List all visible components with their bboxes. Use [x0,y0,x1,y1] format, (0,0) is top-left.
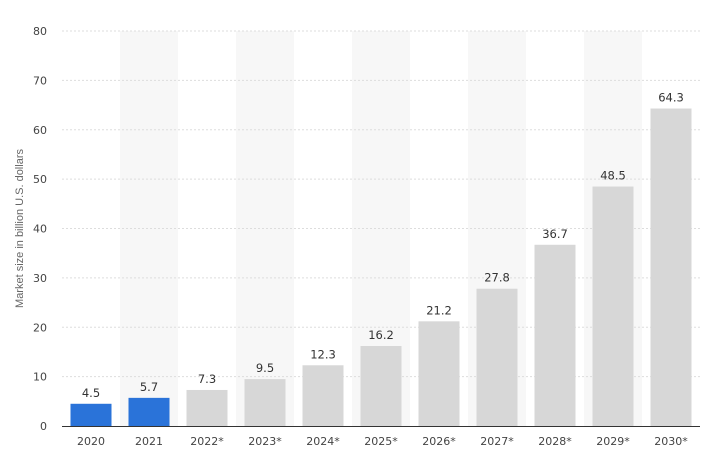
bar-2029-forecast [592,186,634,426]
y-tick-label: 40 [33,223,47,236]
value-label: 7.3 [198,372,216,386]
bar-2023-forecast [244,379,286,426]
bar-2020 [70,403,112,426]
x-axis-tick-labels: 2020 2021 2022* 2023* 2024* 2025* 2026* 2027* 20… [77,435,688,448]
x-tick-label: 2023* [248,435,282,448]
x-tick-label: 2025* [364,435,398,448]
value-label: 12.3 [310,347,336,361]
x-tick-label: 2026* [422,435,456,448]
x-tick-label: 2028* [538,435,572,448]
x-tick-label: 2020 [77,435,105,448]
y-tick-label: 50 [33,173,47,186]
bar-2021 [128,397,170,426]
x-tick-label: 2027* [480,435,514,448]
column-band [120,31,178,426]
y-tick-label: 60 [33,124,47,137]
bars [70,108,692,427]
value-label: 16.2 [368,328,394,342]
x-tick-label: 2021 [135,435,163,448]
value-label: 9.5 [256,361,274,375]
value-label: 4.5 [82,386,100,400]
bar-2030-forecast [650,108,692,427]
x-tick-label: 2029* [596,435,630,448]
value-label: 64.3 [658,91,684,105]
value-labels: 4.5 5.7 7.3 9.5 12.3 16.2 21.2 27.8 36.7 48.5 64.3 [82,91,684,400]
x-tick-label: 2024* [306,435,340,448]
y-axis-tick-labels: 0 10 20 30 40 50 60 70 80 [33,25,47,433]
y-tick-label: 30 [33,272,47,285]
x-tick-label: 2030* [654,435,688,448]
y-axis-title: Market size in billion U.S. dollars [14,149,26,308]
y-tick-label: 80 [33,25,47,38]
y-tick-label: 20 [33,321,47,334]
bar-2022-forecast [186,389,228,426]
value-label: 36.7 [542,227,568,241]
value-label: 21.2 [426,303,452,317]
y-tick-label: 70 [33,74,47,87]
column-band [236,31,294,426]
y-tick-label: 0 [40,420,47,433]
bar-2024-forecast [302,365,344,426]
value-label: 5.7 [140,380,158,394]
value-label: 27.8 [484,271,510,285]
bar-2025-forecast [360,346,402,426]
value-label: 48.5 [600,169,626,183]
bar-2028-forecast [534,244,576,426]
y-tick-label: 10 [33,371,47,384]
bar-2026-forecast [418,321,460,426]
bar-2027-forecast [476,288,518,426]
x-tick-label: 2022* [190,435,224,448]
